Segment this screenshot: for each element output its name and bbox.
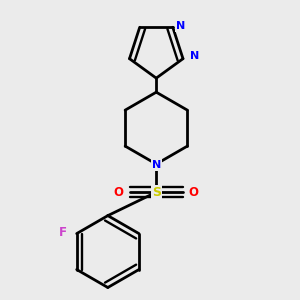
Text: N: N <box>152 160 161 170</box>
Text: O: O <box>189 186 199 199</box>
Text: N: N <box>190 51 200 61</box>
Text: N: N <box>176 21 185 31</box>
Text: F: F <box>58 226 67 238</box>
Text: S: S <box>152 186 161 199</box>
Text: O: O <box>114 186 124 199</box>
